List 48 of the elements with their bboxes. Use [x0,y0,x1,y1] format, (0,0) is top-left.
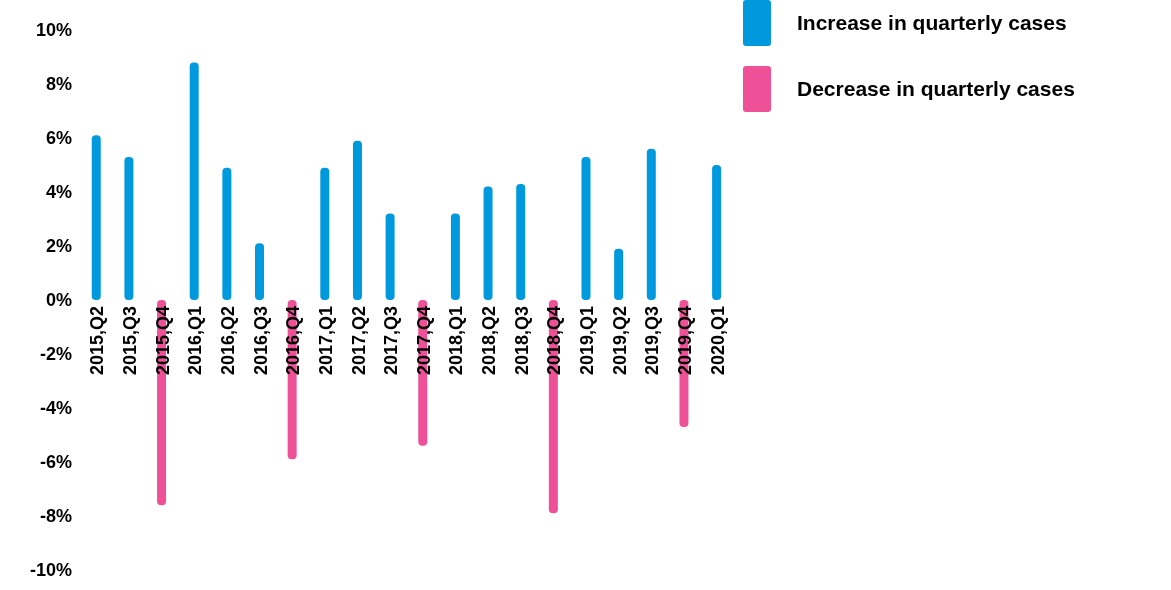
bar [255,243,264,300]
x-tick-label: 2019,Q2 [609,306,630,376]
x-tick-label: 2015,Q4 [152,306,173,376]
bar [581,156,591,300]
bar [222,167,232,300]
y-tick-label: -4% [39,398,72,419]
bar [483,186,493,300]
x-tick-label: 2016,Q2 [217,306,238,376]
y-tick-label: -6% [39,452,72,473]
bar [385,213,395,300]
y-tick-label: 0% [45,290,72,311]
bar [91,135,101,300]
x-tick-label: 2017,Q2 [348,306,369,376]
bar [189,62,199,300]
y-tick-label: -8% [39,506,72,527]
x-tick-label: 2019,Q1 [577,306,598,376]
y-tick-label: 4% [45,182,72,203]
x-tick-label: 2016,Q3 [250,306,271,376]
y-tick-label: 6% [45,128,72,149]
x-tick-label: 2017,Q3 [381,306,402,376]
x-tick-label: 2020,Q1 [707,306,728,376]
x-tick-label: 2015,Q3 [119,306,140,376]
x-tick-label: 2018,Q4 [544,306,565,376]
bar [320,167,330,300]
bar [614,248,624,300]
bar [646,148,656,300]
x-tick-label: 2015,Q2 [87,306,108,376]
x-tick-label: 2016,Q1 [185,306,206,376]
bar [352,140,362,300]
y-tick-label: 8% [45,74,72,95]
legend-label: Decrease in quarterly cases [797,77,1075,101]
bar [516,183,526,300]
x-tick-label: 2019,Q3 [642,306,663,376]
x-tick-label: 2016,Q4 [283,306,304,376]
x-tick-label: 2018,Q3 [511,306,532,376]
legend-label: Increase in quarterly cases [797,11,1067,35]
bar [450,213,460,300]
x-tick-label: 2017,Q4 [413,306,434,376]
x-tick-label: 2018,Q2 [479,306,500,376]
y-tick-label: 2% [45,236,72,257]
y-tick-label: -10% [29,560,72,581]
bar [124,156,134,300]
x-tick-label: 2018,Q1 [446,306,467,376]
x-tick-label: 2019,Q4 [675,306,696,376]
y-tick-label: 10% [35,20,72,41]
x-tick-label: 2017,Q1 [315,306,336,376]
bar [712,165,722,300]
y-tick-label: -2% [39,344,72,365]
